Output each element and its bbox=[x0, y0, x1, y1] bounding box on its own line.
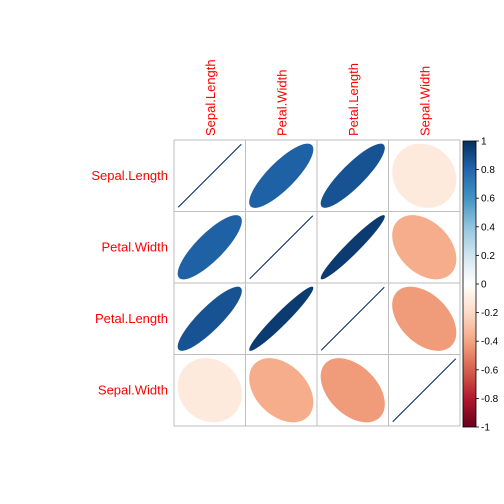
cell-sepal-length-sepal-length-ellipse bbox=[177, 143, 242, 208]
colorbar-ticks: 1 0.8 0.6 0.4 0.2 0 -0.2 -0.4 -0.6 -0.8 -1 bbox=[476, 137, 499, 434]
cell-sepal-width-sepal-length-ellipse bbox=[177, 358, 242, 423]
colorbar-tick-label: 0 bbox=[481, 280, 487, 291]
row-labels: Sepal.Length Petal.Width Petal.Length Sepal… bbox=[91, 168, 168, 398]
cell-petal-length-sepal-width-ellipse bbox=[392, 286, 457, 351]
cell-petal-length-sepal-length-ellipse bbox=[177, 286, 242, 351]
cell-petal-width-sepal-length-ellipse bbox=[177, 215, 242, 280]
colorbar-gradient bbox=[462, 140, 477, 428]
cell-sepal-width-sepal-width-ellipse bbox=[392, 358, 457, 423]
grid-lines bbox=[173, 139, 461, 427]
colorbar-tick-label: 0.6 bbox=[481, 194, 495, 205]
cell-sepal-length-petal-length-ellipse bbox=[320, 143, 385, 208]
column-label: Petal.Length bbox=[346, 63, 361, 136]
cell-petal-width-petal-width-ellipse bbox=[249, 215, 314, 280]
row-label: Petal.Width bbox=[102, 239, 168, 254]
cell-petal-length-petal-length-ellipse bbox=[320, 286, 385, 351]
colorbar-tick-label: -0.8 bbox=[481, 394, 499, 405]
colorbar-tick-label: 0.8 bbox=[481, 165, 495, 176]
row-label: Sepal.Length bbox=[91, 168, 168, 183]
colorbar: 1 0.8 0.6 0.4 0.2 0 -0.2 -0.4 -0.6 -0.8 -1 bbox=[462, 137, 499, 434]
colorbar-tick-label: 0.2 bbox=[481, 251, 495, 262]
column-labels: Sepal.Length Petal.Width Petal.Length Sepal… bbox=[203, 59, 433, 136]
cell-petal-length-petal-width-ellipse bbox=[249, 286, 314, 351]
cell-sepal-width-petal-width-ellipse bbox=[249, 358, 314, 423]
colorbar-tick-label: -0.4 bbox=[481, 337, 499, 348]
column-label: Petal.Width bbox=[274, 70, 289, 136]
cell-petal-width-petal-length-ellipse bbox=[320, 215, 385, 280]
row-label: Sepal.Width bbox=[98, 382, 168, 397]
colorbar-tick-label: -0.6 bbox=[481, 365, 499, 376]
correlation-cells bbox=[177, 143, 457, 423]
column-label: Sepal.Width bbox=[417, 66, 432, 136]
colorbar-tick-label: 1 bbox=[481, 137, 487, 148]
cell-sepal-width-petal-length-ellipse bbox=[320, 358, 385, 423]
cell-sepal-length-sepal-width-ellipse bbox=[392, 143, 457, 208]
colorbar-tick-label: -0.2 bbox=[481, 308, 499, 319]
column-label: Sepal.Length bbox=[203, 59, 218, 136]
cell-petal-width-sepal-width-ellipse bbox=[392, 215, 457, 280]
cell-sepal-length-petal-width-ellipse bbox=[249, 143, 314, 208]
colorbar-tick-label: 0.4 bbox=[481, 222, 495, 233]
row-label: Petal.Length bbox=[95, 311, 168, 326]
colorbar-tick-label: -1 bbox=[481, 423, 490, 434]
